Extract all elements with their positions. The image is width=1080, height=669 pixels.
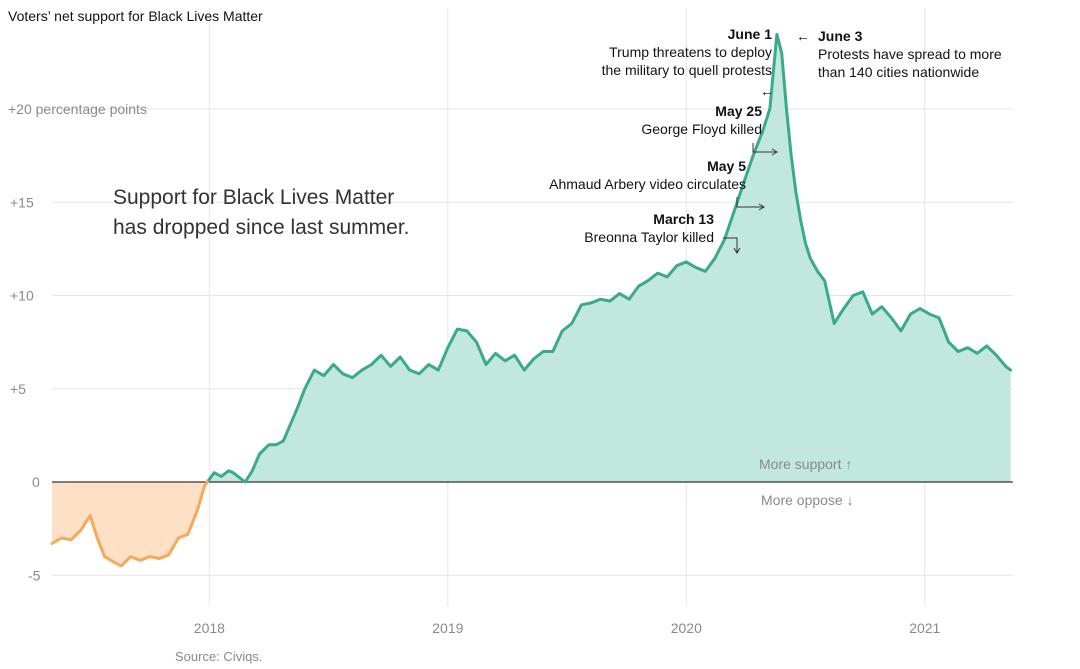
annotation-text: Breonna Taylor killed — [584, 229, 714, 245]
source-note: Source: Civiqs. — [175, 649, 262, 664]
positive-line — [205, 32, 1013, 484]
negative-line — [50, 480, 209, 568]
chart-title: Voters’ net support for Black Lives Matt… — [8, 8, 263, 24]
annotation-arrow-march-13 — [723, 237, 741, 254]
x-tick-label: 2018 — [194, 620, 225, 636]
series-lines — [50, 32, 1013, 568]
negative-area — [52, 482, 208, 566]
annotation-june-1: June 1 Trump threatens to deploy the mil… — [602, 26, 774, 99]
annotation-date: June 3 — [818, 28, 863, 44]
more-support-label: More support ↑ — [759, 456, 852, 472]
y-gridlines — [52, 108, 1013, 576]
annotation-text: Protests have spread to more — [818, 46, 1002, 62]
annotation-june-3: ← June 3 Protests have spread to more th… — [796, 28, 1002, 80]
annotation-text: George Floyd killed — [641, 121, 762, 137]
y-tick-label: +20 percentage points — [8, 101, 147, 117]
x-tick-label: 2020 — [671, 620, 702, 636]
chart-note-line-1: Support for Black Lives Matter — [113, 186, 394, 209]
annotation-may-5: May 5 Ahmaud Arbery video circulates — [549, 158, 746, 192]
annotation-date: May 25 — [715, 103, 762, 119]
chart-note-line-2: has dropped since last summer. — [113, 216, 409, 239]
y-tick-labels: +20 percentage points +15 +10 +5 0 -5 — [8, 101, 147, 583]
y-tick-label: +15 — [10, 194, 34, 210]
annotation-date: March 13 — [653, 211, 714, 227]
x-tick-labels: 2018 2019 2020 2021 — [194, 620, 941, 636]
annotation-arrow-may-5 — [736, 197, 765, 211]
annotation-arrow: ← — [760, 83, 774, 99]
y-tick-label: +5 — [10, 381, 26, 397]
annotation-text: than 140 cities nationwide — [818, 64, 979, 80]
annotation-may-25: May 25 George Floyd killed — [641, 103, 762, 137]
annotation-march-13: March 13 Breonna Taylor killed — [584, 211, 714, 245]
y-tick-label: +10 — [10, 288, 34, 304]
annotation-arrow-may-25 — [752, 143, 778, 156]
positive-area — [207, 34, 1011, 483]
annotation-date: June 1 — [728, 26, 773, 42]
annotation-text: Trump threatens to deploy — [609, 44, 772, 60]
y-tick-label: 0 — [32, 474, 40, 490]
more-oppose-label: More oppose ↓ — [761, 492, 854, 508]
annotation-arrow: ← — [796, 28, 810, 44]
annotation-text: the military to quell protests — [602, 62, 772, 78]
y-tick-label: -5 — [28, 567, 41, 583]
annotation-text: Ahmaud Arbery video circulates — [549, 176, 746, 192]
x-tick-label: 2019 — [432, 620, 463, 636]
x-tick-label: 2021 — [909, 620, 940, 636]
annotation-date: May 5 — [707, 158, 746, 174]
